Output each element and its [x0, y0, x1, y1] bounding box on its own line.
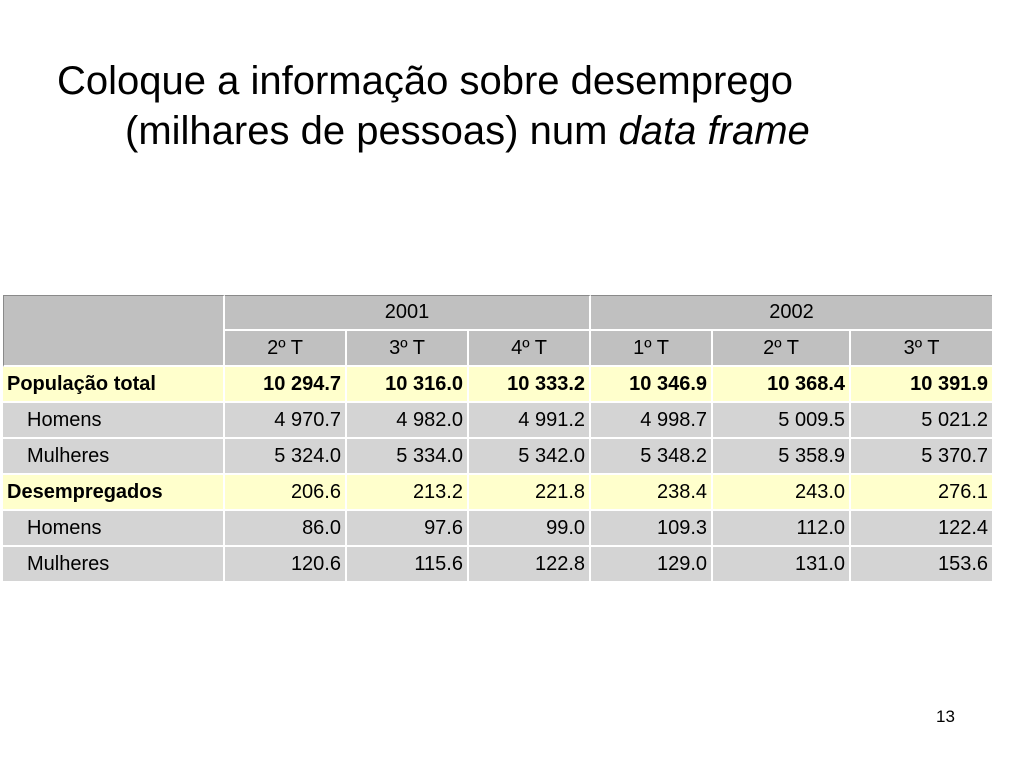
quarter-header: 4º T	[469, 331, 592, 367]
quarter-header: 3º T	[851, 331, 993, 367]
year-header-2001: 2001	[225, 295, 592, 331]
table-cell: 5 009.5	[713, 403, 852, 439]
table-cell: 5 370.7	[851, 439, 993, 475]
table-cell: 10 294.7	[225, 367, 347, 403]
corner-cell	[3, 295, 225, 367]
quarter-header: 1º T	[591, 331, 714, 367]
table-cell: 112.0	[713, 511, 852, 547]
table-cell: 221.8	[469, 475, 592, 511]
table-row-populacao-total: População total 10 294.7 10 316.0 10 333…	[3, 367, 993, 403]
table-cell: 5 324.0	[225, 439, 347, 475]
table-cell: 5 358.9	[713, 439, 852, 475]
table-cell: 4 998.7	[591, 403, 714, 439]
unemployment-table: 2001 2002 2º T 3º T 4º T 1º T 2º T 3º T …	[3, 295, 993, 583]
table-cell: 153.6	[851, 547, 993, 583]
table-cell: 10 316.0	[347, 367, 469, 403]
row-label: Mulheres	[3, 439, 225, 475]
quarter-header: 2º T	[225, 331, 347, 367]
table-row-desempregados: Desempregados 206.6 213.2 221.8 238.4 24…	[3, 475, 993, 511]
table-row-homens: Homens 86.0 97.6 99.0 109.3 112.0 122.4	[3, 511, 993, 547]
table-cell: 4 970.7	[225, 403, 347, 439]
title-line-2-emphasis: data frame	[618, 109, 810, 153]
year-header-2002: 2002	[591, 295, 993, 331]
table-cell: 10 391.9	[851, 367, 993, 403]
row-label: Homens	[3, 511, 225, 547]
table-cell: 5 334.0	[347, 439, 469, 475]
slide-title: Coloque a informação sobre desemprego (m…	[57, 56, 957, 156]
table-cell: 276.1	[851, 475, 993, 511]
row-label: População total	[3, 367, 225, 403]
row-label: Homens	[3, 403, 225, 439]
table-cell: 238.4	[591, 475, 714, 511]
table-row-homens: Homens 4 970.7 4 982.0 4 991.2 4 998.7 5…	[3, 403, 993, 439]
table-cell: 5 348.2	[591, 439, 714, 475]
table-cell: 213.2	[347, 475, 469, 511]
table-cell: 5 342.0	[469, 439, 592, 475]
table-cell: 129.0	[591, 547, 714, 583]
table-cell: 99.0	[469, 511, 592, 547]
table-cell: 10 346.9	[591, 367, 714, 403]
table-cell: 120.6	[225, 547, 347, 583]
table-row-mulheres: Mulheres 120.6 115.6 122.8 129.0 131.0 1…	[3, 547, 993, 583]
page-number: 13	[936, 707, 955, 726]
table-cell: 131.0	[713, 547, 852, 583]
table-cell: 10 333.2	[469, 367, 592, 403]
table-cell: 4 982.0	[347, 403, 469, 439]
table-cell: 97.6	[347, 511, 469, 547]
table-row-mulheres: Mulheres 5 324.0 5 334.0 5 342.0 5 348.2…	[3, 439, 993, 475]
title-line-2: (milhares de pessoas) num data frame	[57, 106, 957, 156]
table-cell: 206.6	[225, 475, 347, 511]
table-cell: 86.0	[225, 511, 347, 547]
title-line-2-prefix: (milhares de pessoas) num	[125, 109, 619, 153]
table-cell: 115.6	[347, 547, 469, 583]
quarter-header: 3º T	[347, 331, 469, 367]
table-cell: 4 991.2	[469, 403, 592, 439]
title-line-1: Coloque a informação sobre desemprego	[57, 59, 793, 103]
table-cell: 122.8	[469, 547, 592, 583]
table-cell: 122.4	[851, 511, 993, 547]
table-cell: 10 368.4	[713, 367, 852, 403]
table-cell: 243.0	[713, 475, 852, 511]
year-header-row: 2001 2002	[3, 295, 993, 367]
quarter-header: 2º T	[713, 331, 852, 367]
table-cell: 109.3	[591, 511, 714, 547]
row-label: Desempregados	[3, 475, 225, 511]
table-cell: 5 021.2	[851, 403, 993, 439]
row-label: Mulheres	[3, 547, 225, 583]
quarter-header-row: 2º T 3º T 4º T 1º T 2º T 3º T	[3, 331, 993, 367]
